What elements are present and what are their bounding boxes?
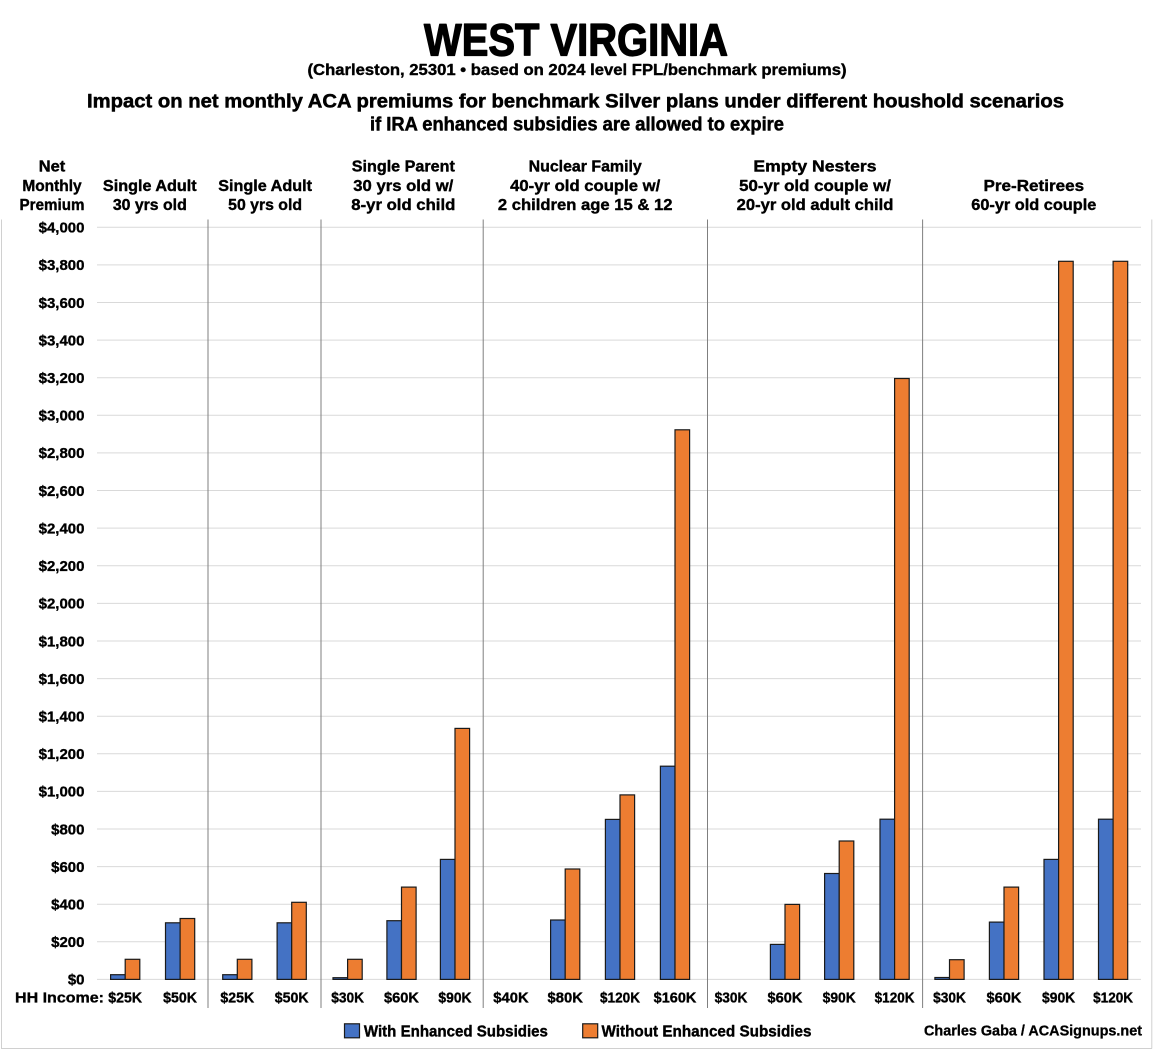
svg-text:$3,400: $3,400 bbox=[39, 332, 85, 349]
svg-text:$30K: $30K bbox=[715, 990, 748, 1007]
svg-text:Monthly: Monthly bbox=[22, 178, 81, 195]
svg-text:$50K: $50K bbox=[163, 990, 197, 1007]
svg-text:30 yrs old w/: 30 yrs old w/ bbox=[353, 178, 454, 195]
svg-text:$160K: $160K bbox=[654, 990, 697, 1007]
svg-text:$50K: $50K bbox=[275, 990, 309, 1007]
svg-text:Charles Gaba / ACASignups.net: Charles Gaba / ACASignups.net bbox=[924, 1024, 1142, 1040]
svg-text:$600: $600 bbox=[51, 859, 84, 876]
svg-text:$800: $800 bbox=[51, 821, 84, 838]
svg-text:if IRA enhanced subsidies are: if IRA enhanced subsidies are allowed to… bbox=[370, 115, 784, 136]
svg-text:HH Income:: HH Income: bbox=[15, 990, 104, 1007]
svg-text:$1,600: $1,600 bbox=[39, 671, 85, 688]
svg-text:Premium: Premium bbox=[20, 197, 85, 214]
svg-text:$0: $0 bbox=[68, 972, 85, 989]
svg-text:$4,000: $4,000 bbox=[39, 220, 85, 237]
svg-text:2 children age 15 & 12: 2 children age 15 & 12 bbox=[498, 197, 673, 214]
svg-text:$1,400: $1,400 bbox=[39, 709, 85, 726]
svg-text:$1,000: $1,000 bbox=[39, 784, 85, 801]
svg-text:$1,800: $1,800 bbox=[39, 633, 85, 650]
svg-text:$3,600: $3,600 bbox=[39, 295, 85, 312]
svg-text:(Charleston, 25301 • based on: (Charleston, 25301 • based on 2024 level… bbox=[308, 62, 847, 79]
svg-text:$3,200: $3,200 bbox=[39, 370, 85, 387]
svg-text:20-yr old adult child: 20-yr old adult child bbox=[737, 197, 894, 214]
svg-text:Empty Nesters: Empty Nesters bbox=[753, 159, 876, 176]
svg-text:$25K: $25K bbox=[108, 990, 142, 1007]
svg-text:30 yrs old: 30 yrs old bbox=[113, 197, 187, 214]
svg-text:$400: $400 bbox=[51, 897, 84, 914]
svg-text:50 yrs old: 50 yrs old bbox=[228, 197, 302, 214]
svg-text:Single Adult: Single Adult bbox=[103, 178, 197, 195]
svg-text:40-yr old couple w/: 40-yr old couple w/ bbox=[510, 178, 661, 195]
svg-text:$120K: $120K bbox=[600, 990, 640, 1007]
svg-text:$2,800: $2,800 bbox=[39, 445, 85, 462]
svg-text:$90K: $90K bbox=[823, 990, 856, 1007]
svg-text:Nuclear Family: Nuclear Family bbox=[529, 159, 642, 176]
svg-text:60-yr old couple: 60-yr old couple bbox=[971, 197, 1096, 214]
svg-text:$30K: $30K bbox=[933, 990, 966, 1007]
svg-text:With Enhanced Subsidies: With Enhanced Subsidies bbox=[364, 1023, 548, 1040]
svg-text:$80K: $80K bbox=[548, 990, 584, 1007]
svg-text:50-yr old couple w/: 50-yr old couple w/ bbox=[739, 178, 891, 195]
svg-text:$3,800: $3,800 bbox=[39, 257, 85, 274]
svg-text:8-yr old child: 8-yr old child bbox=[351, 197, 455, 214]
svg-text:$2,000: $2,000 bbox=[39, 596, 85, 613]
svg-text:$25K: $25K bbox=[220, 990, 254, 1007]
svg-text:Net: Net bbox=[39, 159, 66, 176]
svg-text:$2,200: $2,200 bbox=[39, 558, 85, 575]
svg-text:$120K: $120K bbox=[875, 990, 915, 1007]
svg-text:Single Parent: Single Parent bbox=[352, 159, 456, 176]
svg-text:$90K: $90K bbox=[438, 990, 471, 1007]
svg-text:$200: $200 bbox=[51, 934, 84, 951]
svg-text:Pre-Retirees: Pre-Retirees bbox=[984, 178, 1085, 195]
svg-text:$2,600: $2,600 bbox=[39, 483, 85, 500]
svg-text:Without Enhanced Subsidies: Without Enhanced Subsidies bbox=[602, 1023, 812, 1040]
svg-text:$30K: $30K bbox=[331, 990, 364, 1007]
svg-text:$1,200: $1,200 bbox=[39, 746, 85, 763]
svg-text:Impact on net monthly ACA prem: Impact on net monthly ACA premiums for b… bbox=[87, 92, 1064, 113]
svg-text:$2,400: $2,400 bbox=[39, 520, 85, 537]
svg-text:$60K: $60K bbox=[987, 990, 1022, 1007]
svg-text:$60K: $60K bbox=[768, 990, 803, 1007]
svg-text:WEST VIRGINIA: WEST VIRGINIA bbox=[424, 15, 728, 66]
svg-text:$60K: $60K bbox=[384, 990, 419, 1007]
svg-text:$90K: $90K bbox=[1042, 990, 1075, 1007]
svg-text:$120K: $120K bbox=[1093, 990, 1133, 1007]
svg-text:$3,000: $3,000 bbox=[39, 408, 85, 425]
svg-text:$40K: $40K bbox=[493, 990, 529, 1007]
svg-text:Single Adult: Single Adult bbox=[218, 178, 312, 195]
